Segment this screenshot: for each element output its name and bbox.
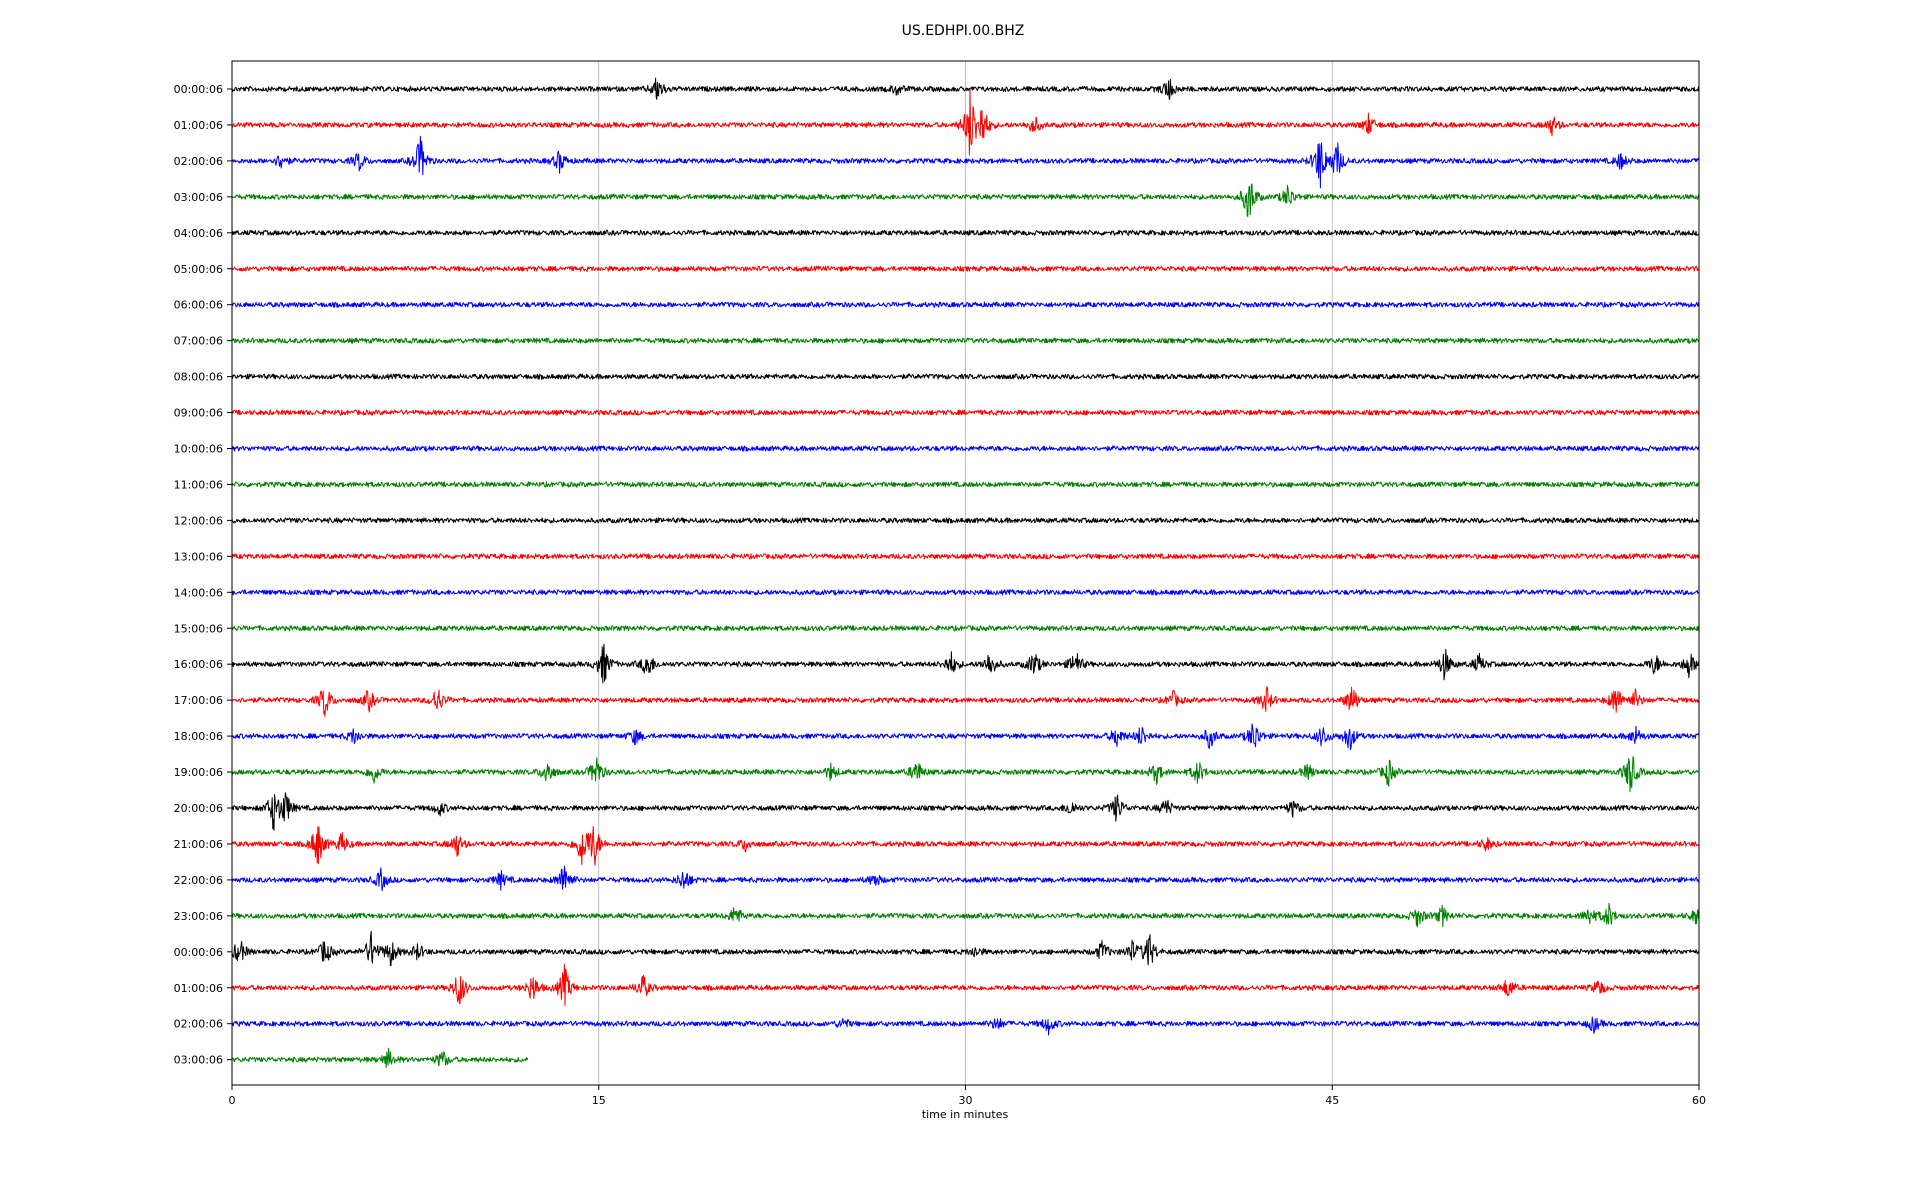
seismogram-trace <box>231 1047 529 1069</box>
trace-time-label: 17:00:06 <box>174 694 223 707</box>
seismogram-trace <box>231 643 1700 684</box>
trace-time-label: 02:00:06 <box>174 1018 223 1031</box>
seismogram-trace <box>231 135 1700 189</box>
seismogram-trace <box>231 553 1700 560</box>
trace-time-label: 06:00:06 <box>174 299 223 312</box>
seismogram-trace <box>231 902 1700 928</box>
seismogram-trace <box>232 229 1700 236</box>
seismogram-trace <box>231 826 1700 866</box>
seismogram-trace <box>231 963 1700 1007</box>
trace-time-label: 08:00:06 <box>174 371 223 384</box>
trace-time-label: 00:00:06 <box>174 946 223 959</box>
x-axis: 0 15 30 45 60 <box>229 1085 1706 1107</box>
seismogram-trace <box>231 865 1700 892</box>
trace-time-label: 04:00:06 <box>174 227 223 240</box>
y-tick-labels: 00:00:06 01:00:06 02:00:06 03:00:06 04:00:06… <box>174 83 232 1067</box>
seismogram-trace <box>231 337 1700 344</box>
trace-time-label: 15:00:06 <box>174 622 223 635</box>
seismogram-trace <box>231 445 1700 452</box>
plot-frame <box>231 60 1700 1086</box>
trace-time-label: 03:00:06 <box>174 191 223 204</box>
seismogram-trace <box>231 517 1700 524</box>
trace-time-label: 12:00:06 <box>174 514 223 527</box>
trace-time-label: 02:00:06 <box>174 155 223 168</box>
trace-time-label: 03:00:06 <box>174 1054 223 1067</box>
seismogram-trace <box>231 87 1700 156</box>
trace-time-label: 07:00:06 <box>174 335 223 348</box>
trace-time-label: 14:00:06 <box>174 586 223 599</box>
trace-time-label: 20:00:06 <box>174 802 223 815</box>
seismogram-trace <box>231 1016 1700 1036</box>
seismogram-trace <box>231 301 1700 308</box>
trace-time-label: 18:00:06 <box>174 730 223 743</box>
trace-time-label: 16:00:06 <box>174 658 223 671</box>
seismogram-traces <box>231 77 1700 1069</box>
trace-time-label: 13:00:06 <box>174 550 223 563</box>
x-tick-label: 45 <box>1325 1094 1339 1107</box>
trace-time-label: 23:00:06 <box>174 910 223 923</box>
trace-time-label: 11:00:06 <box>174 478 223 491</box>
x-tick-label: 15 <box>592 1094 606 1107</box>
seismogram-trace <box>231 409 1700 416</box>
x-axis-label: time in minutes <box>922 1108 1009 1121</box>
seismogram-trace <box>231 625 1700 632</box>
seismogram-trace <box>231 373 1700 380</box>
trace-time-label: 05:00:06 <box>174 263 223 276</box>
trace-time-label: 10:00:06 <box>174 443 223 456</box>
x-tick-label: 30 <box>959 1094 973 1107</box>
trace-time-label: 22:00:06 <box>174 874 223 887</box>
seismogram-trace <box>231 481 1700 488</box>
seismogram-trace <box>232 723 1700 751</box>
seismogram-trace <box>231 265 1700 272</box>
trace-time-label: 00:00:06 <box>174 83 223 96</box>
trace-time-label: 01:00:06 <box>174 982 223 995</box>
trace-time-label: 09:00:06 <box>174 407 223 420</box>
seismogram-trace <box>231 77 1700 100</box>
seismogram-trace <box>231 756 1700 793</box>
chart-title: US.EDHPI.00.BHZ <box>902 23 1025 39</box>
seismogram-trace <box>231 686 1700 717</box>
seismogram-trace <box>231 792 1700 831</box>
x-tick-label: 0 <box>229 1094 236 1107</box>
trace-time-label: 01:00:06 <box>174 119 223 132</box>
trace-time-label: 21:00:06 <box>174 838 223 851</box>
seismogram-trace <box>231 183 1700 218</box>
grid-lines <box>598 61 1333 1085</box>
x-tick-label: 60 <box>1692 1094 1706 1107</box>
seismogram-trace <box>231 589 1700 596</box>
trace-time-label: 19:00:06 <box>174 766 223 779</box>
seismogram-trace <box>231 930 1700 967</box>
